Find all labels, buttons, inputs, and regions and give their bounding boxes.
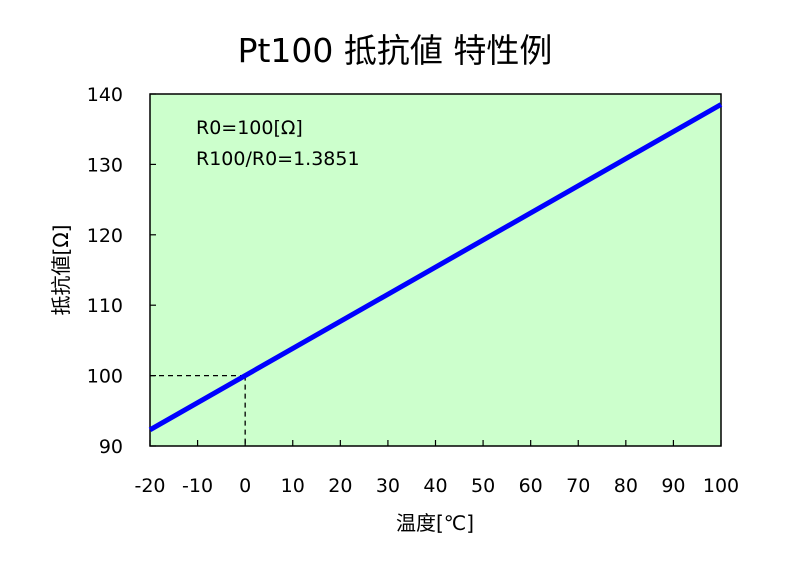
- y-tick-label: 90: [99, 436, 123, 458]
- x-tick-label: 90: [661, 475, 685, 497]
- annotation-ratio: R100/R0=1.3851: [196, 148, 360, 170]
- x-tick-label: 70: [566, 475, 590, 497]
- annotation-r0: R0=100[Ω]: [196, 117, 303, 139]
- y-tick-label: 120: [87, 225, 123, 247]
- x-tick-label: 20: [328, 475, 352, 497]
- y-tick-label: 110: [87, 295, 123, 317]
- x-tick-label: 60: [519, 475, 543, 497]
- series-layer: [148, 102, 723, 432]
- reference-lines: [150, 374, 246, 446]
- x-tick-label: -20: [134, 475, 165, 497]
- y-tick-label: 100: [87, 366, 123, 388]
- y-tick-label: 140: [87, 84, 123, 106]
- x-tick-label: 50: [471, 475, 495, 497]
- x-tick-label: -10: [182, 475, 213, 497]
- x-axis-label: 温度[℃]: [396, 511, 474, 535]
- y-tick-label: 130: [87, 154, 123, 176]
- x-tick-label: 80: [614, 475, 638, 497]
- y-axis-label: 抵抗値[Ω]: [49, 225, 73, 316]
- x-tick-label: 30: [376, 475, 400, 497]
- x-tick-label: 40: [423, 475, 447, 497]
- x-axis-ticks: -20 -10 0 10 20 30 40 50 60 70 80 90 100: [134, 440, 739, 497]
- chart-title: Pt100 抵抗値 特性例: [238, 31, 553, 70]
- x-tick-label: 10: [281, 475, 305, 497]
- series-line: [148, 102, 723, 432]
- x-tick-label: 100: [703, 475, 739, 497]
- x-tick-label: 0: [239, 475, 251, 497]
- y-axis-ticks: 90 100 110 120 130 140: [87, 84, 156, 458]
